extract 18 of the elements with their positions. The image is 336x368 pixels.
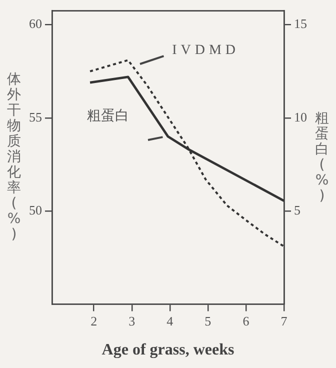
- x-tick-label: 6: [242, 313, 250, 328]
- x-tick-label: 4: [166, 313, 174, 328]
- text: 体外干物质消化率(%): [7, 72, 21, 243]
- y-tick-label: 50: [29, 202, 42, 218]
- text: IVDMD: [172, 42, 240, 58]
- x-tick-label: 5: [204, 313, 212, 328]
- x-tick-label: 7: [280, 313, 288, 328]
- y2-axis-title: 粗蛋白(%): [315, 110, 329, 204]
- x-tick-label: 3: [128, 313, 136, 328]
- y2-tick-label: 15: [294, 16, 307, 32]
- y-tick-label: 60: [29, 16, 42, 32]
- x-tick-label: 2: [90, 313, 98, 328]
- series-label: 粗蛋白: [87, 108, 129, 124]
- y-tick-label: 55: [29, 109, 42, 124]
- y2-tick-label: 10: [294, 109, 307, 124]
- x-axis-title: Age of grass, weeks: [102, 342, 234, 359]
- line-series: [89, 59, 284, 248]
- y2-tick-label: 5: [294, 202, 300, 218]
